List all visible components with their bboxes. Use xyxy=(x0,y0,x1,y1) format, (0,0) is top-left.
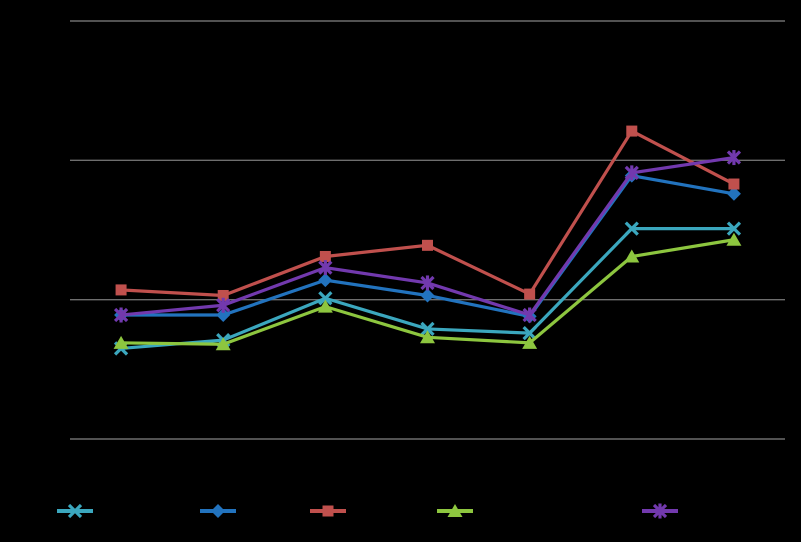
asterisk-marker xyxy=(113,307,129,323)
legend-item-series-purple xyxy=(642,503,678,519)
x-cross-marker xyxy=(420,321,435,337)
square-marker xyxy=(728,178,740,190)
diamond-marker xyxy=(726,186,741,201)
triangle-marker xyxy=(215,337,231,351)
asterisk-marker xyxy=(624,165,639,181)
square-marker xyxy=(217,289,229,301)
triangle-marker xyxy=(420,330,435,344)
series-red-line xyxy=(120,128,735,298)
legend-item-series-green xyxy=(437,504,473,517)
triangle-marker xyxy=(113,335,129,349)
asterisk-marker xyxy=(522,307,537,323)
series-layer xyxy=(113,125,742,356)
triangle-marker xyxy=(522,335,538,349)
x-cross-marker xyxy=(318,291,333,306)
x-cross-marker xyxy=(624,221,639,236)
square-marker xyxy=(319,250,331,262)
legend xyxy=(57,503,678,519)
diamond-marker xyxy=(211,504,225,518)
triangle-marker xyxy=(447,504,463,517)
square-marker xyxy=(115,284,127,296)
gridlines-layer xyxy=(70,20,785,440)
x-cross-marker xyxy=(726,221,742,236)
square-marker xyxy=(524,288,536,300)
square-marker xyxy=(422,239,433,251)
square-marker xyxy=(322,505,334,517)
legend-item-series-blue xyxy=(200,504,236,518)
triangle-marker xyxy=(317,299,333,313)
legend-item-series-aqua xyxy=(57,503,93,519)
triangle-marker xyxy=(726,232,742,246)
diamond-marker xyxy=(318,273,333,288)
x-cross-marker xyxy=(522,325,537,341)
asterisk-marker xyxy=(420,275,435,291)
diamond-marker xyxy=(420,288,435,303)
diamond-marker xyxy=(216,307,231,322)
legend-item-series-red xyxy=(310,505,346,517)
x-cross-marker xyxy=(67,503,83,519)
triangle-marker xyxy=(624,249,640,263)
square-marker xyxy=(626,125,638,137)
asterisk-marker xyxy=(216,297,231,313)
asterisk-marker xyxy=(726,150,742,166)
asterisk-marker xyxy=(318,260,333,276)
asterisk-marker xyxy=(652,503,668,519)
